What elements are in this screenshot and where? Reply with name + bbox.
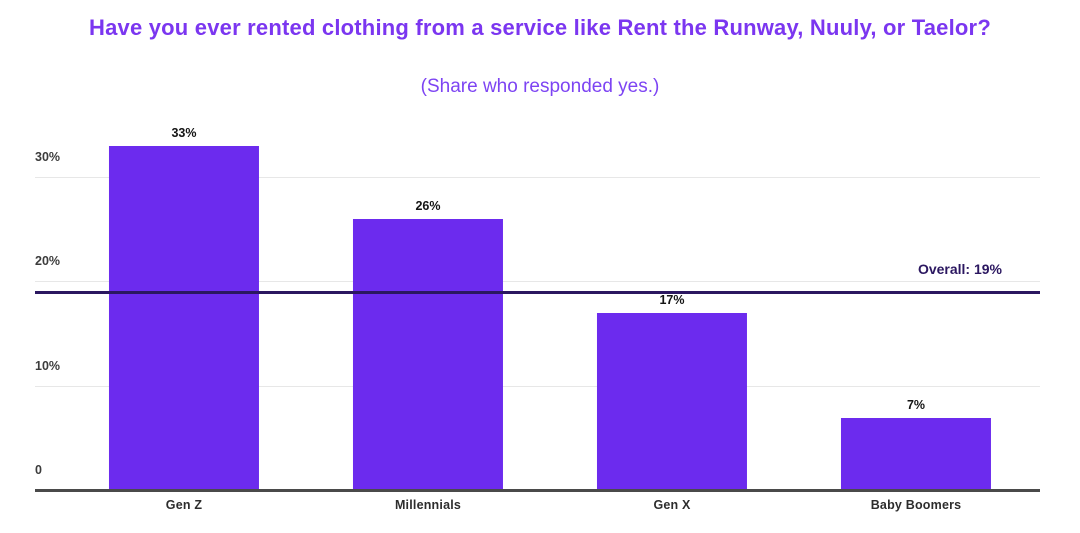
x-label-gen-z: Gen Z xyxy=(165,498,203,512)
gridline-10 xyxy=(35,385,1040,387)
x-label-gen-x: Gen X xyxy=(653,498,691,512)
x-axis-labels: Gen Z Millennials Gen X Baby Boomers xyxy=(62,498,1038,512)
x-axis-line xyxy=(35,489,1040,492)
bar-gen-z xyxy=(108,146,260,491)
bar-band: 17% xyxy=(550,115,794,491)
bar-band: 33% xyxy=(62,115,306,491)
plot-area: 0 10% 20% 30% 33% 26% 17% 7% Overall: 19% xyxy=(35,115,1040,491)
gridline-30 xyxy=(35,176,1040,178)
y-tick-label: 20% xyxy=(35,254,61,269)
bar-chart: 0 10% 20% 30% 33% 26% 17% 7% Overall: 19% Gen Z M… xyxy=(35,115,1040,512)
bar-value-label: 7% xyxy=(906,397,926,412)
bar-band: 26% xyxy=(306,115,550,491)
bar-value-label: 26% xyxy=(415,199,441,214)
bar-value-label: 33% xyxy=(171,126,197,141)
bar-value-label: 17% xyxy=(659,293,685,308)
bar-gen-x xyxy=(596,313,748,491)
bars-container: 33% 26% 17% 7% xyxy=(62,115,1038,491)
y-tick-label: 10% xyxy=(35,358,61,373)
gridline-20 xyxy=(35,281,1040,283)
overall-reference-line xyxy=(35,290,1040,294)
chart-title: Have you ever rented clothing from a ser… xyxy=(89,15,991,40)
chart-subtitle: (Share who responded yes.) xyxy=(420,76,660,97)
bar-band: 7% xyxy=(794,115,1038,491)
bar-millennials xyxy=(352,219,504,491)
y-tick-label: 30% xyxy=(35,149,61,164)
x-label-baby-boomers: Baby Boomers xyxy=(870,498,962,512)
x-label-millennials: Millennials xyxy=(394,498,462,512)
overall-reference-label: Overall: 19% xyxy=(917,260,1002,277)
bar-baby-boomers xyxy=(840,417,992,491)
y-tick-label: 0 xyxy=(35,463,42,477)
